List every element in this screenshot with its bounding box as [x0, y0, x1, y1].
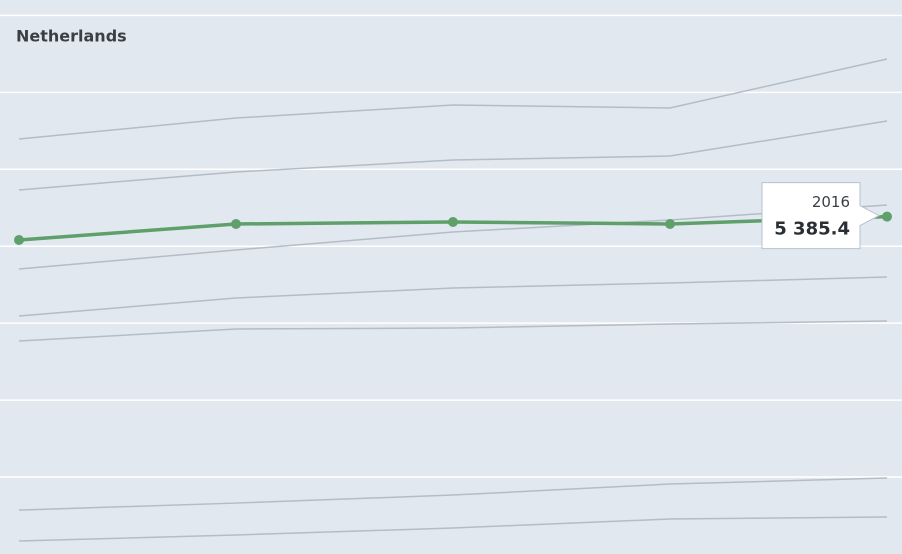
point — [665, 218, 675, 229]
series-line — [18, 276, 888, 317]
tooltip-box — [761, 182, 881, 250]
point — [448, 216, 458, 227]
series-line — [18, 477, 888, 511]
series-line — [18, 320, 888, 342]
series-line — [18, 516, 888, 542]
series-line — [18, 204, 888, 270]
chart-title: Netherlands — [16, 27, 127, 46]
series-line — [18, 120, 888, 191]
point — [231, 218, 241, 229]
series-line — [18, 58, 888, 140]
tooltip-category: 2016 — [812, 193, 850, 211]
point — [14, 234, 24, 245]
point — [882, 211, 892, 222]
tooltip-value: 5 385.4 — [774, 219, 850, 240]
